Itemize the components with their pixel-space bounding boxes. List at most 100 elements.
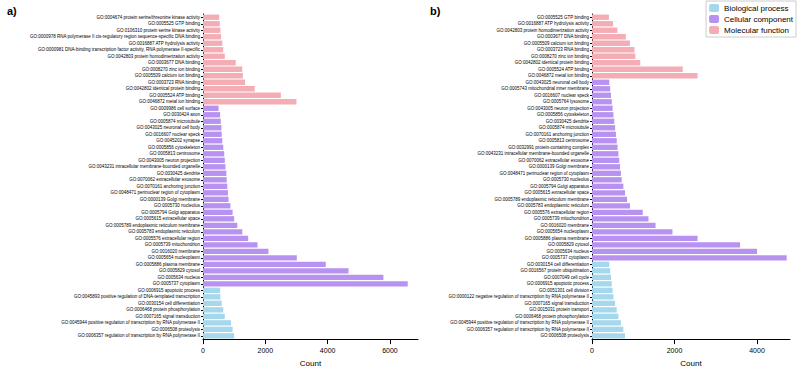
svg-text:GO:0005739 mitochondrion: GO:0005739 mitochondrion (145, 242, 201, 247)
svg-text:GO:0045944 positive regulation: GO:0045944 positive regulation of transc… (450, 320, 589, 325)
svg-text:6000: 6000 (382, 347, 398, 354)
svg-text:GO:0005794 Golgi apparatus: GO:0005794 Golgi apparatus (530, 184, 590, 189)
svg-text:GO:0006915 apoptotic process: GO:0006915 apoptotic process (138, 288, 201, 293)
svg-text:GO:0005789 endoplasmic reticul: GO:0005789 endoplasmic reticulum membran… (105, 223, 200, 228)
svg-text:GO:0016887 ATP hydrolysis acti: GO:0016887 ATP hydrolysis activity (129, 41, 201, 46)
svg-text:GO:0070062 extracellular exoso: GO:0070062 extracellular exosome (518, 158, 589, 163)
svg-text:GO:0045944 positive regulation: GO:0045944 positive regulation of transc… (61, 320, 200, 325)
svg-text:GO:0005743 mitochondrial inner: GO:0005743 mitochondrial inner membrane (501, 86, 589, 91)
svg-text:GO:0005789 endoplasmic reticul: GO:0005789 endoplasmic reticulum membran… (494, 197, 589, 202)
svg-text:GO:0005730 nucleolus: GO:0005730 nucleolus (543, 177, 590, 182)
svg-text:GO:0005794 Golgi apparatus: GO:0005794 Golgi apparatus (141, 210, 201, 215)
svg-text:GO:0106310 protein serine kina: GO:0106310 protein serine kinase activit… (116, 28, 200, 33)
svg-text:GO:0005524 ATP binding: GO:0005524 ATP binding (149, 93, 200, 98)
svg-text:Molecular function: Molecular function (724, 26, 789, 35)
svg-text:GO:0006508 proteolysis: GO:0006508 proteolysis (540, 333, 589, 338)
svg-text:GO:0005886 plasma membrane: GO:0005886 plasma membrane (136, 262, 201, 267)
svg-text:GO:0042802 identical protein b: GO:0042802 identical protein binding (126, 86, 201, 91)
svg-text:GO:0006357 regulation of trans: GO:0006357 regulation of transcription b… (78, 333, 200, 338)
svg-text:GO:0042803 protein homodimeriz: GO:0042803 protein homodimerization acti… (496, 28, 589, 33)
svg-text:GO:0003723 RNA binding: GO:0003723 RNA binding (148, 80, 201, 85)
svg-text:GO:0016567 protein ubiquitinat: GO:0016567 protein ubiquitination (520, 268, 589, 273)
svg-text:GO:0005813 centrosome: GO:0005813 centrosome (538, 138, 589, 143)
svg-text:GO:0005509 calcium ion binding: GO:0005509 calcium ion binding (524, 41, 590, 46)
svg-text:GO:0048471 perinuclear region: GO:0048471 perinuclear region of cytopla… (499, 171, 589, 176)
svg-text:GO:0016020 membrane: GO:0016020 membrane (151, 249, 200, 254)
svg-text:GO:0005576 extracellular regio: GO:0005576 extracellular region (135, 236, 201, 241)
svg-text:GO:0043025 neuronal cell body: GO:0043025 neuronal cell body (136, 125, 200, 130)
svg-text:GO:0070161 anchoring junction: GO:0070161 anchoring junction (525, 132, 589, 137)
svg-text:GO:0005783 endoplasmic reticul: GO:0005783 endoplasmic reticulum (517, 203, 589, 208)
svg-text:GO:0030154 cell differentiatio: GO:0030154 cell differentiation (138, 301, 200, 306)
svg-text:GO:0006468 protein phosphoryla: GO:0006468 protein phosphorylation (515, 314, 589, 319)
svg-text:GO:0005874 microtubule: GO:0005874 microtubule (539, 125, 590, 130)
svg-text:GO:0006468 protein phosphoryla: GO:0006468 protein phosphorylation (126, 307, 200, 312)
svg-text:GO:0005829 cytosol: GO:0005829 cytosol (548, 242, 589, 247)
svg-text:Cellular component: Cellular component (724, 15, 794, 24)
svg-text:GO:0005730 nucleolus: GO:0005730 nucleolus (154, 203, 201, 208)
svg-text:GO:0045202 synapse: GO:0045202 synapse (156, 138, 200, 143)
svg-text:GO:0046872 metal ion binding: GO:0046872 metal ion binding (528, 73, 590, 78)
svg-text:GO:0070062 extracellular exoso: GO:0070062 extracellular exosome (129, 177, 200, 182)
svg-text:GO:0006357 regulation of trans: GO:0006357 regulation of transcription b… (467, 327, 589, 332)
svg-text:GO:0005886 plasma membrane: GO:0005886 plasma membrane (525, 236, 590, 241)
svg-text:GO:0000122 negative regulation: GO:0000122 negative regulation of transc… (448, 294, 589, 299)
svg-text:GO:0005654 nucleoplasm: GO:0005654 nucleoplasm (537, 229, 590, 234)
svg-text:GO:0005634 nucleus: GO:0005634 nucleus (546, 249, 589, 254)
svg-text:GO:0070161 anchoring junction: GO:0070161 anchoring junction (136, 184, 200, 189)
svg-text:GO:0005764 lysosome: GO:0005764 lysosome (543, 99, 590, 104)
svg-text:GO:0008270 zinc ion binding: GO:0008270 zinc ion binding (531, 54, 590, 59)
svg-text:GO:0003677 DNA binding: GO:0003677 DNA binding (148, 60, 201, 65)
svg-text:GO:0030425 dendrite: GO:0030425 dendrite (546, 119, 590, 124)
svg-text:GO:0006508 proteolysis: GO:0006508 proteolysis (151, 327, 200, 332)
svg-text:4000: 4000 (749, 347, 765, 354)
svg-text:GO:0005739 mitochondrion: GO:0005739 mitochondrion (534, 216, 590, 221)
svg-text:GO:0016607 nuclear speck: GO:0016607 nuclear speck (534, 93, 590, 98)
svg-text:GO:0042803 protein homodimeriz: GO:0042803 protein homodimerization acti… (107, 54, 200, 59)
svg-text:GO:0005525 GTP binding: GO:0005525 GTP binding (148, 21, 200, 26)
svg-text:GO:0005615 extracellular space: GO:0005615 extracellular space (135, 216, 200, 221)
svg-text:Count: Count (680, 359, 702, 368)
svg-text:GO:0030424 axon: GO:0030424 axon (163, 112, 200, 117)
svg-text:b): b) (430, 5, 441, 17)
svg-text:GO:0043005 neuron projection: GO:0043005 neuron projection (527, 106, 589, 111)
svg-text:GO:0005634 nucleus: GO:0005634 nucleus (157, 275, 200, 280)
svg-text:GO:0006915 apoptotic process: GO:0006915 apoptotic process (527, 281, 590, 286)
svg-text:GO:0005737 cytoplasm: GO:0005737 cytoplasm (153, 281, 201, 286)
svg-text:GO:0005856 cytoskeleton: GO:0005856 cytoskeleton (148, 145, 201, 150)
svg-text:GO:0016887 ATP hydrolysis acti: GO:0016887 ATP hydrolysis activity (518, 21, 590, 26)
svg-text:GO:0043231 intracellular membr: GO:0043231 intracellular membrane-bounde… (88, 164, 200, 169)
svg-text:2000: 2000 (258, 347, 274, 354)
svg-text:GO:0005524 ATP binding: GO:0005524 ATP binding (538, 67, 589, 72)
svg-text:GO:0046872 metal ion binding: GO:0046872 metal ion binding (139, 99, 201, 104)
svg-text:4000: 4000 (320, 347, 336, 354)
svg-text:GO:0043231 intracellular membr: GO:0043231 intracellular membrane-bounde… (477, 151, 589, 156)
svg-text:a): a) (7, 5, 17, 17)
svg-text:GO:0003723 RNA binding: GO:0003723 RNA binding (537, 47, 590, 52)
svg-text:GO:0005509 calcium ion binding: GO:0005509 calcium ion binding (135, 73, 201, 78)
svg-text:GO:0005654 nucleoplasm: GO:0005654 nucleoplasm (148, 255, 201, 260)
svg-text:GO:0030425 dendrite: GO:0030425 dendrite (157, 171, 201, 176)
svg-text:GO:0000978 RNA polymerase II c: GO:0000978 RNA polymerase II cis-regulat… (30, 34, 201, 39)
svg-text:GO:0005783 endoplasmic reticul: GO:0005783 endoplasmic reticulum (128, 229, 200, 234)
svg-text:GO:0051301 cell division: GO:0051301 cell division (539, 288, 590, 293)
svg-text:GO:0007165 signal transduction: GO:0007165 signal transduction (135, 314, 200, 319)
svg-text:GO:0009986 cell surface: GO:0009986 cell surface (150, 106, 200, 111)
svg-text:GO:0030154 cell differentiatio: GO:0030154 cell differentiation (527, 262, 589, 267)
svg-text:GO:0015031 protein transport: GO:0015031 protein transport (529, 307, 590, 312)
svg-text:GO:0005615 extracellular space: GO:0005615 extracellular space (524, 190, 589, 195)
svg-text:2000: 2000 (667, 347, 683, 354)
svg-text:GO:0004674 protein serine/thre: GO:0004674 protein serine/threonine kina… (96, 15, 200, 20)
svg-text:GO:0016020 membrane: GO:0016020 membrane (540, 223, 589, 228)
svg-text:GO:0005856 cytoskeleton: GO:0005856 cytoskeleton (537, 112, 590, 117)
svg-text:0: 0 (590, 347, 594, 354)
svg-text:0: 0 (201, 347, 205, 354)
svg-text:GO:0005874 microtubule: GO:0005874 microtubule (150, 119, 201, 124)
svg-text:GO:0032991 protein-containing: GO:0032991 protein-containing complex (508, 145, 590, 150)
svg-text:GO:0005737 cytoplasm: GO:0005737 cytoplasm (542, 255, 590, 260)
svg-text:GO:0000139 Golgi membrane: GO:0000139 Golgi membrane (140, 197, 201, 202)
svg-text:GO:0043025 neuronal cell body: GO:0043025 neuronal cell body (525, 80, 589, 85)
svg-text:GO:0016607 nuclear speck: GO:0016607 nuclear speck (145, 132, 201, 137)
svg-text:GO:0007049 cell cycle: GO:0007049 cell cycle (544, 275, 590, 280)
svg-text:Biological process: Biological process (724, 4, 788, 13)
